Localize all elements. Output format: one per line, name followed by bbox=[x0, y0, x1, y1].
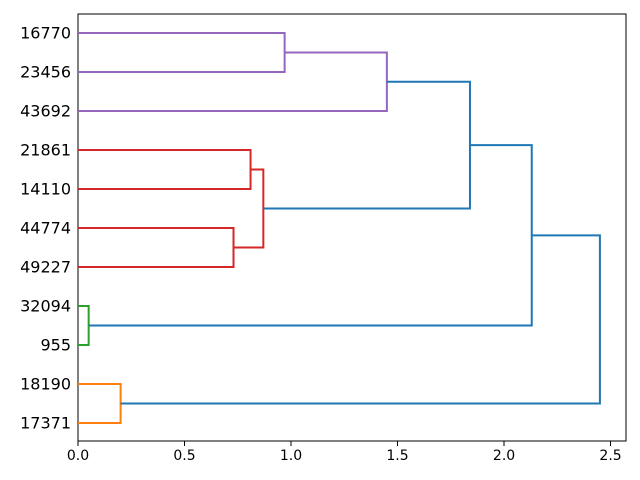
dendrogram-link-N2 bbox=[78, 149, 252, 190]
x-tick-label-5: 2.5 bbox=[599, 448, 621, 464]
leaf-label-14110: 14110 bbox=[20, 180, 71, 199]
dendrogram-link-N4 bbox=[233, 168, 265, 249]
leaf-label-32094: 32094 bbox=[20, 297, 71, 316]
x-tick-label-1: 0.5 bbox=[173, 448, 195, 464]
leaf-label-17371: 17371 bbox=[20, 414, 71, 433]
leaf-label-16770: 16770 bbox=[20, 24, 71, 43]
x-tick-label-2: 1.0 bbox=[280, 448, 302, 464]
leaf-label-49227: 49227 bbox=[20, 258, 71, 277]
dendrogram-link-N7 bbox=[263, 80, 471, 210]
dendrogram-link-N3 bbox=[78, 227, 235, 268]
dendrogram-link-N9 bbox=[120, 234, 601, 405]
dendrogram-link-N6 bbox=[78, 383, 122, 424]
leaf-label-43692: 43692 bbox=[20, 102, 71, 121]
x-tick-label-3: 1.5 bbox=[386, 448, 408, 464]
leaf-label-21861: 21861 bbox=[20, 141, 71, 160]
dendrogram-link-N5 bbox=[78, 305, 90, 346]
x-tick-label-4: 2.0 bbox=[493, 448, 515, 464]
leaf-label-23456: 23456 bbox=[20, 63, 71, 82]
dendrogram-link-N1 bbox=[78, 51, 388, 112]
leaf-label-955: 955 bbox=[40, 336, 71, 355]
leaf-label-44774: 44774 bbox=[20, 219, 71, 238]
x-tick-label-0: 0.0 bbox=[67, 448, 89, 464]
leaf-label-18190: 18190 bbox=[20, 375, 71, 394]
